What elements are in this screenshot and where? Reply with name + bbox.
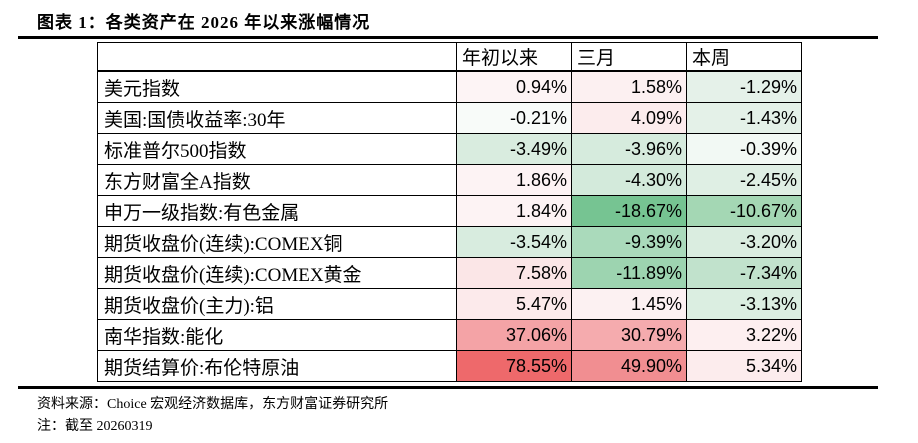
header-row: 年初以来 三月 本周 bbox=[97, 42, 802, 72]
source-note: 资料来源：Choice 宏观经济数据库，东方财富证券研究所 bbox=[37, 397, 389, 412]
value-cell: -1.29% bbox=[686, 70, 802, 103]
value-cell: 5.34% bbox=[686, 350, 802, 382]
title-divider bbox=[18, 36, 878, 39]
value-cell: -18.67% bbox=[571, 195, 687, 227]
row-label: 美国:国债收益率:30年 bbox=[97, 102, 457, 134]
table-row: 南华指数:能化 37.06% 30.79% 3.22% bbox=[97, 319, 802, 351]
value-cell: 3.22% bbox=[686, 319, 802, 351]
table-row: 期货收盘价(连续):COMEX铜 -3.54% -9.39% -3.20% bbox=[97, 226, 802, 258]
table-row: 美元指数 0.94% 1.58% -1.29% bbox=[97, 70, 802, 103]
value-cell: 0.94% bbox=[456, 70, 572, 103]
row-label: 南华指数:能化 bbox=[97, 319, 457, 351]
value-cell: -0.39% bbox=[686, 133, 802, 165]
row-label: 美元指数 bbox=[97, 70, 457, 103]
corner-cell bbox=[97, 42, 457, 72]
value-cell: 78.55% bbox=[456, 350, 572, 382]
row-label: 期货结算价:布伦特原油 bbox=[97, 350, 457, 382]
value-cell: 1.58% bbox=[571, 70, 687, 103]
col-header-march: 三月 bbox=[571, 42, 687, 72]
row-label: 期货收盘价(连续):COMEX铜 bbox=[97, 226, 457, 258]
value-cell: -3.20% bbox=[686, 226, 802, 258]
date-note: 注：截至 20260319 bbox=[37, 419, 153, 434]
value-cell: -9.39% bbox=[571, 226, 687, 258]
value-cell: -2.45% bbox=[686, 164, 802, 196]
value-cell: -0.21% bbox=[456, 102, 572, 134]
value-cell: -1.43% bbox=[686, 102, 802, 134]
value-cell: -10.67% bbox=[686, 195, 802, 227]
value-cell: -3.13% bbox=[686, 288, 802, 320]
value-cell: -3.96% bbox=[571, 133, 687, 165]
value-cell: 1.86% bbox=[456, 164, 572, 196]
row-label: 期货收盘价(主力):铝 bbox=[97, 288, 457, 320]
row-label: 期货收盘价(连续):COMEX黄金 bbox=[97, 257, 457, 289]
value-cell: 1.84% bbox=[456, 195, 572, 227]
table-row: 期货结算价:布伦特原油 78.55% 49.90% 5.34% bbox=[97, 350, 802, 382]
table-row: 东方财富全A指数 1.86% -4.30% -2.45% bbox=[97, 164, 802, 196]
value-cell: 1.45% bbox=[571, 288, 687, 320]
table-row: 美国:国债收益率:30年 -0.21% 4.09% -1.43% bbox=[97, 102, 802, 134]
value-cell: 7.58% bbox=[456, 257, 572, 289]
asset-returns-table-wrap: 年初以来 三月 本周 美元指数 0.94% 1.58% -1.29% 美国:国债… bbox=[97, 42, 802, 382]
table-row: 标准普尔500指数 -3.49% -3.96% -0.39% bbox=[97, 133, 802, 165]
col-header-ytd: 年初以来 bbox=[456, 42, 572, 72]
row-label: 申万一级指数:有色金属 bbox=[97, 195, 457, 227]
value-cell: -3.49% bbox=[456, 133, 572, 165]
value-cell: -11.89% bbox=[571, 257, 687, 289]
row-label: 标准普尔500指数 bbox=[97, 133, 457, 165]
value-cell: 4.09% bbox=[571, 102, 687, 134]
value-cell: -4.30% bbox=[571, 164, 687, 196]
table-row: 期货收盘价(连续):COMEX黄金 7.58% -11.89% -7.34% bbox=[97, 257, 802, 289]
value-cell: 5.47% bbox=[456, 288, 572, 320]
table-row: 期货收盘价(主力):铝 5.47% 1.45% -3.13% bbox=[97, 288, 802, 320]
value-cell: 30.79% bbox=[571, 319, 687, 351]
section-divider bbox=[18, 386, 878, 389]
col-header-week: 本周 bbox=[686, 42, 802, 72]
value-cell: -3.54% bbox=[456, 226, 572, 258]
value-cell: 49.90% bbox=[571, 350, 687, 382]
table-row: 申万一级指数:有色金属 1.84% -18.67% -10.67% bbox=[97, 195, 802, 227]
value-cell: -7.34% bbox=[686, 257, 802, 289]
asset-returns-table: 年初以来 三月 本周 美元指数 0.94% 1.58% -1.29% 美国:国债… bbox=[97, 42, 802, 382]
row-label: 东方财富全A指数 bbox=[97, 164, 457, 196]
value-cell: 37.06% bbox=[456, 319, 572, 351]
figure-title: 图表 1：各类资产在 2026 年以来涨幅情况 bbox=[37, 13, 371, 32]
